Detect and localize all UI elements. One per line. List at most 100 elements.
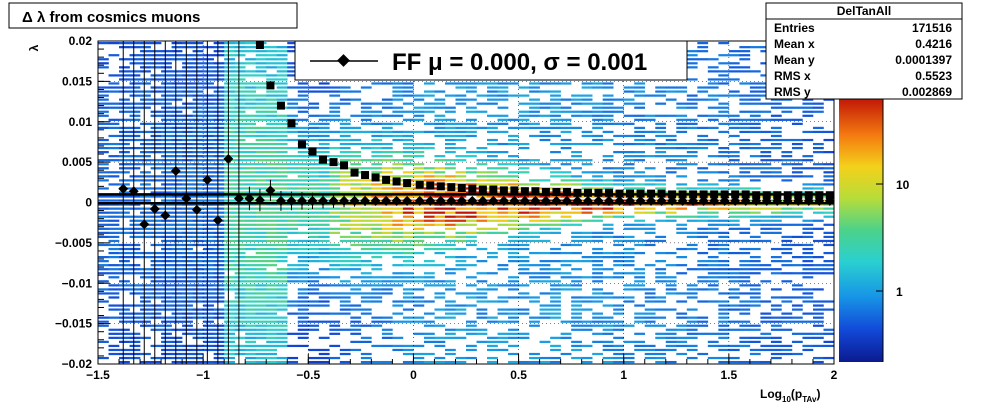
heatmap-cell xyxy=(655,211,667,214)
heatmap-cell xyxy=(129,70,141,73)
heatmap-cell xyxy=(508,195,519,198)
heatmap-cell xyxy=(192,239,204,243)
heatmap-cell xyxy=(686,348,698,352)
heatmap-cell xyxy=(718,324,730,327)
heatmap-cell xyxy=(360,219,372,222)
heatmap-cell xyxy=(487,94,498,97)
heatmap-cell xyxy=(381,151,393,154)
heatmap-cell xyxy=(707,118,719,121)
heatmap-cell xyxy=(318,320,330,323)
heatmap-cell xyxy=(234,296,246,299)
heatmap-cell xyxy=(592,231,603,234)
heatmap-cell xyxy=(634,211,646,214)
heatmap-cell xyxy=(161,163,172,166)
heatmap-cell xyxy=(802,320,814,323)
heatmap-cell xyxy=(161,118,172,121)
heatmap-cell xyxy=(497,219,509,222)
heatmap-cell xyxy=(581,94,593,97)
heatmap-cell xyxy=(739,171,751,174)
heatmap-cell xyxy=(203,316,214,319)
heatmap-cell xyxy=(161,90,172,93)
heatmap-cell xyxy=(108,102,120,105)
rms-point xyxy=(552,188,561,197)
heatmap-cell xyxy=(360,102,372,105)
heatmap-cell xyxy=(571,251,582,255)
heatmap-cell xyxy=(749,163,761,166)
heatmap-cell xyxy=(213,134,225,138)
heatmap-cell xyxy=(592,280,603,283)
heatmap-cell xyxy=(318,304,330,307)
rms-point xyxy=(699,190,708,199)
heatmap-cell xyxy=(308,304,320,307)
heatmap-cell xyxy=(161,74,172,77)
heatmap-cell xyxy=(644,223,656,226)
heatmap-cell xyxy=(203,163,214,166)
heatmap-cell xyxy=(192,167,204,170)
heatmap-cell xyxy=(192,328,204,331)
heatmap-cell xyxy=(644,296,656,299)
heatmap-cell xyxy=(308,86,320,89)
heatmap-cell xyxy=(360,142,372,146)
heatmap-cell xyxy=(760,320,772,323)
heatmap-cell xyxy=(129,94,141,97)
heatmap-cell xyxy=(150,159,162,162)
heatmap-cell xyxy=(171,344,183,348)
heatmap-cell xyxy=(213,239,225,243)
heatmap-cell xyxy=(550,195,561,198)
heatmap-cell xyxy=(444,304,456,307)
palette-label-10: 10 xyxy=(896,178,910,192)
heatmap-cell xyxy=(339,98,351,101)
heatmap-cell xyxy=(718,223,730,226)
heatmap-cell xyxy=(602,82,614,85)
heatmap-cell xyxy=(770,308,782,311)
heatmap-cell xyxy=(686,219,698,222)
heatmap-cell xyxy=(371,247,383,251)
heatmap-cell xyxy=(213,102,225,105)
x-axis-label: Log10(pTAv) xyxy=(760,387,820,404)
heatmap-cell xyxy=(823,138,835,142)
heatmap-cell xyxy=(634,82,646,85)
heatmap-cell xyxy=(466,90,477,93)
heatmap-cell xyxy=(602,86,614,89)
heatmap-cell xyxy=(224,268,235,271)
heatmap-cell xyxy=(339,159,351,162)
heatmap-cell xyxy=(129,159,141,162)
heatmap-cell xyxy=(613,106,625,109)
heatmap-cell xyxy=(529,86,540,89)
heatmap-cell xyxy=(444,211,456,214)
heatmap-cell xyxy=(749,110,761,113)
heatmap-cell xyxy=(119,356,130,360)
heatmap-cell xyxy=(770,272,782,275)
heatmap-cell xyxy=(140,98,151,101)
heatmap-cell xyxy=(728,304,740,307)
heatmap-cell xyxy=(171,308,183,311)
heatmap-cell xyxy=(213,74,225,77)
heatmap-cell xyxy=(749,94,761,97)
heatmap-cell xyxy=(224,114,235,117)
heatmap-cell xyxy=(791,175,803,178)
heatmap-cell xyxy=(308,284,320,287)
heatmap-cell xyxy=(213,227,225,230)
heatmap-cell xyxy=(98,110,109,113)
heatmap-cell xyxy=(213,90,225,93)
heatmap-cell xyxy=(108,90,120,93)
heatmap-cell xyxy=(749,142,761,146)
heatmap-cell xyxy=(276,235,288,239)
heatmap-cell xyxy=(213,183,225,186)
heatmap-cell xyxy=(350,264,362,267)
heatmap-cell xyxy=(812,239,824,243)
mean-point xyxy=(160,210,171,221)
heatmap-cell xyxy=(360,251,372,255)
heatmap-cell xyxy=(203,54,214,57)
heatmap-cell xyxy=(402,344,414,348)
heatmap-cell xyxy=(739,54,751,57)
heatmap-cell xyxy=(760,215,772,218)
heatmap-cell xyxy=(192,352,204,356)
heatmap-cell xyxy=(203,130,214,134)
heatmap-cell xyxy=(129,134,141,138)
heatmap-cell xyxy=(308,239,320,243)
heatmap-cell xyxy=(213,256,225,259)
heatmap-cell xyxy=(697,227,709,230)
heatmap-cell xyxy=(171,126,183,130)
heatmap-cell xyxy=(266,175,278,178)
